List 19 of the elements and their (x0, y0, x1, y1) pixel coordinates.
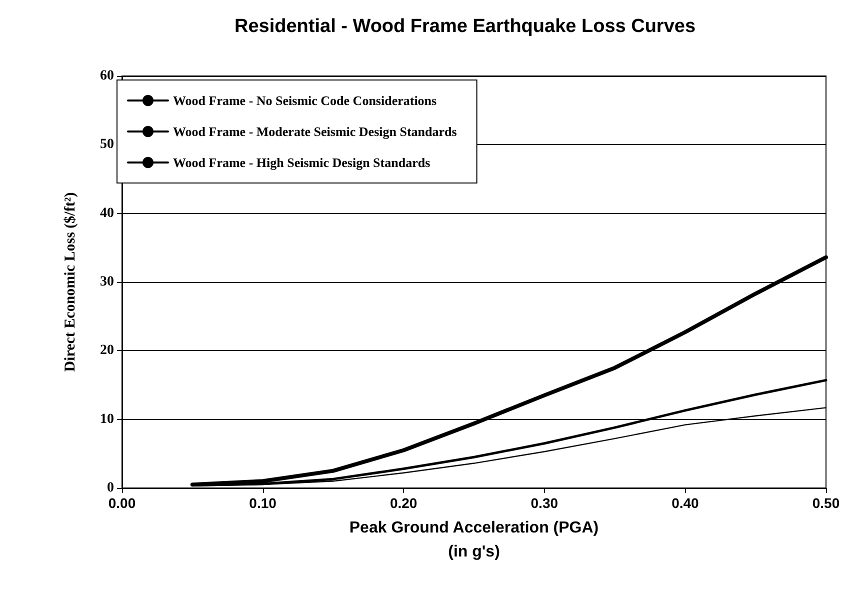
x-tick-label: 0.20 (390, 495, 418, 511)
legend-label: Wood Frame - High Seismic Design Standards (173, 155, 430, 170)
x-tick-label: 0.00 (108, 495, 136, 511)
chart-title: Residential - Wood Frame Earthquake Loss Curves (234, 16, 696, 37)
y-axis-title: Direct Economic Loss ($/ft²) (62, 192, 78, 372)
legend-label: Wood Frame - Moderate Seismic Design Standards (173, 124, 457, 139)
x-tick-label: 0.10 (249, 495, 277, 511)
x-tick-label: 0.50 (812, 495, 840, 511)
y-tick-label: 50 (100, 137, 114, 152)
y-tick-label: 30 (100, 274, 114, 290)
y-tick-label: 0 (107, 480, 114, 496)
x-tick-label: 0.40 (672, 495, 700, 511)
legend-label: Wood Frame - No Seismic Code Considerations (173, 93, 437, 108)
x-axis-title: Peak Ground Acceleration (PGA) (in g's) (349, 520, 599, 560)
y-tick-label: 40 (100, 206, 114, 221)
x-tick-label: 0.30 (530, 495, 558, 511)
y-tick-label: 60 (100, 68, 114, 84)
y-tick-label: 10 (100, 412, 114, 427)
y-tick-label: 20 (100, 343, 114, 358)
